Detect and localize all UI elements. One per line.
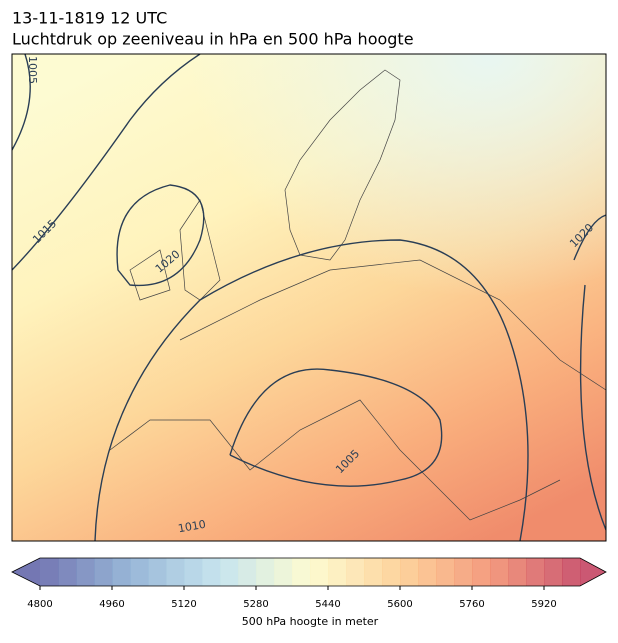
colorbar-segment xyxy=(148,558,167,586)
colorbar-segment xyxy=(184,558,203,586)
colorbar-tick-label: 5600 xyxy=(387,599,412,610)
colorbar-segment xyxy=(238,558,257,586)
colorbar-segment xyxy=(418,558,437,586)
colorbar-segment xyxy=(166,558,185,586)
subtitle: Luchtdruk op zeeniveau in hPa en 500 hPa… xyxy=(12,30,414,49)
colorbar-segment xyxy=(526,558,545,586)
title: 13-11-1819 12 UTC xyxy=(12,9,167,28)
colorbar-tick-label: 4960 xyxy=(99,599,124,610)
colorbar-segment xyxy=(346,558,365,586)
colorbar-segment xyxy=(130,558,149,586)
colorbar-segment xyxy=(94,558,113,586)
colorbar-segment xyxy=(508,558,527,586)
colorbar-tick-label: 4800 xyxy=(27,599,52,610)
colorbar-label: 500 hPa hoogte in meter xyxy=(242,615,379,628)
colorbar-segment xyxy=(274,558,293,586)
colorbar-segment xyxy=(112,558,131,586)
map xyxy=(12,54,606,541)
colorbar-segment xyxy=(202,558,221,586)
colorbar-tick-label: 5920 xyxy=(531,599,556,610)
colorbar-tick-label: 5760 xyxy=(459,599,484,610)
colorbar-segment xyxy=(364,558,383,586)
colorbar-segment xyxy=(40,558,59,586)
colorbar-segment xyxy=(490,558,509,586)
colorbar-segment xyxy=(544,558,563,586)
colorbar-segment xyxy=(382,558,401,586)
colorbar-segment xyxy=(400,558,419,586)
colorbar-tick-label: 5120 xyxy=(171,599,196,610)
colorbar-segment xyxy=(76,558,95,586)
colorbar-segment xyxy=(454,558,473,586)
colorbar-segment xyxy=(58,558,77,586)
colorbar-segment xyxy=(328,558,347,586)
map-frame xyxy=(11,53,607,542)
colorbar-tick-label: 5280 xyxy=(243,599,268,610)
colorbar-segment xyxy=(562,558,581,586)
colorbar: 4800 4960 5120 5280 5440 5600 5760 5920 500 hPa … xyxy=(11,557,607,628)
colorbar-segment xyxy=(256,558,275,586)
colorbar-tick-label: 5440 xyxy=(315,599,340,610)
contour-label: 1005 xyxy=(26,56,39,84)
colorbar-segment xyxy=(292,558,311,586)
colorbar-segment xyxy=(310,558,329,586)
colorbar-segment xyxy=(472,558,491,586)
colorbar-extend-low xyxy=(12,558,40,586)
contour-label: 1010 xyxy=(177,518,207,536)
colorbar-segment xyxy=(220,558,239,586)
colorbar-segment xyxy=(436,558,455,586)
colorbar-extend-high xyxy=(580,558,606,586)
